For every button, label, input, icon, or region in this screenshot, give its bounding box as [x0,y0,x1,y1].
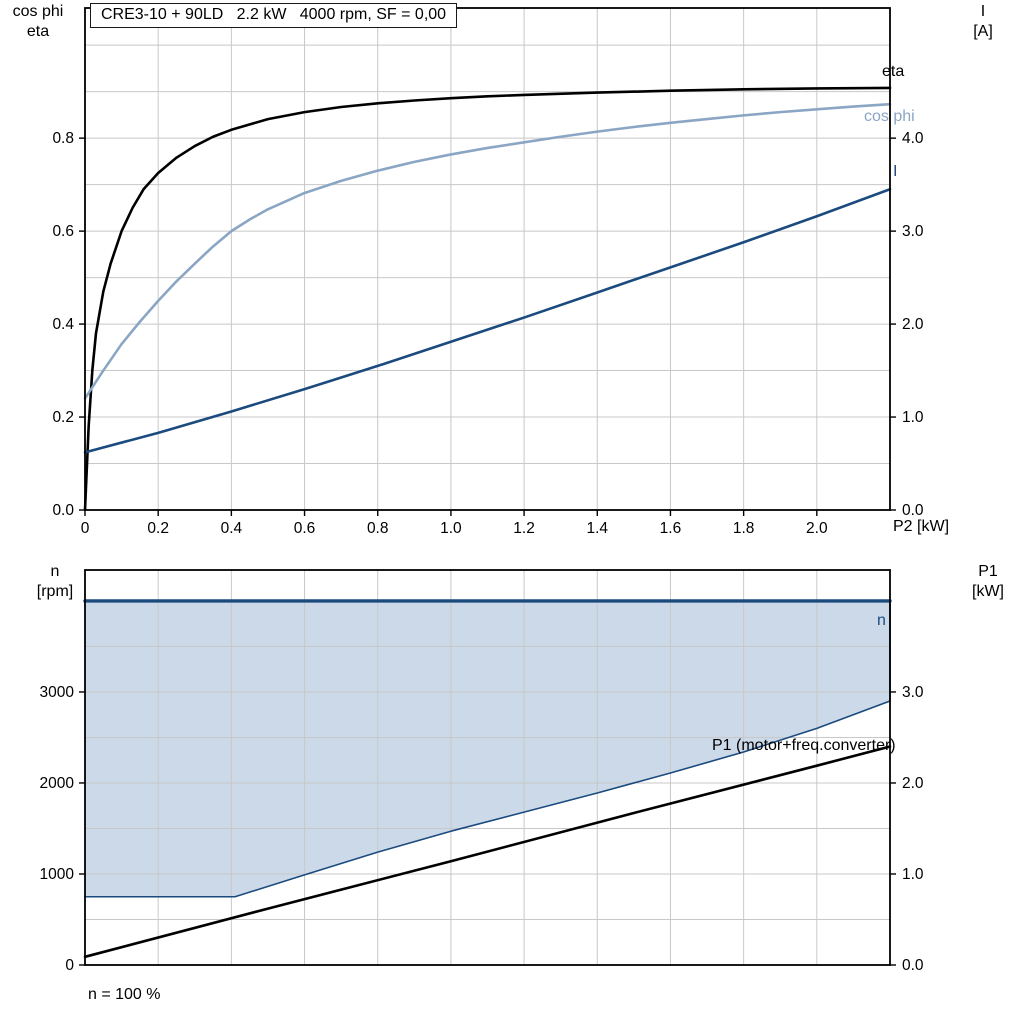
x-tick-label: 2.0 [806,520,828,537]
right-tick-label: 3.0 [902,684,924,701]
x-tick-label: 0 [81,520,90,537]
n-curve-label: n [877,612,886,629]
right-tick-label: 4.0 [902,130,924,147]
x-tick-label: 0.8 [367,520,389,537]
right-tick-label: 2.0 [902,316,924,333]
series-speed-range-lower [84,600,891,898]
x-tick-label: 0.2 [147,520,169,537]
x-tick-label: 0.6 [294,520,316,537]
left-tick-label: 0.8 [52,130,74,147]
left-tick-label: 0.2 [52,409,74,426]
chart-title-box: CRE3-10 + 90LD 2.2 kW 4000 rpm, SF = 0,0… [90,3,458,28]
right-axis-title-current: I [980,3,986,20]
x-tick-label: 1.0 [440,520,462,537]
right-axis-title-p1: P1 [978,563,998,580]
x-tick-label: 1.6 [660,520,682,537]
series-i [83,187,892,454]
bottom-chart-right-axis-title: P1 [kW] [958,562,1018,602]
right-tick-label: 1.0 [902,409,924,426]
plot-frame [84,7,891,511]
right-tick-label: 3.0 [902,223,924,240]
left-axis-title-cos-phi: cos phi [12,3,64,20]
left-tick-label: 3000 [40,684,75,701]
p1-curve-label: P1 (motor+freq.converter) [712,737,896,754]
current-curve-label: I [893,163,898,180]
right-tick-label: 0.0 [902,502,924,519]
right-tick-label: 0.0 [902,957,924,974]
right-tick-label: 2.0 [902,775,924,792]
left-axis-title-eta: eta [26,23,50,40]
series-p1-motor-freq-converter- [83,745,892,959]
left-tick-label: 0.6 [52,223,74,240]
x-tick-label: 0.4 [221,520,243,537]
x-tick-label: 1.2 [513,520,535,537]
speed-footnote: n = 100 % [88,986,161,1003]
left-tick-label: 1000 [40,866,75,883]
cos-phi-curve-label: cos phi [864,108,915,125]
bottom-chart-left-axis-title: n [rpm] [26,562,84,602]
left-tick-label: 2000 [40,775,75,792]
series-cos-phi [83,102,892,400]
plot-frame [84,569,891,966]
top-chart-right-axis-title: I [A] [954,2,1012,42]
right-tick-label: 1.0 [902,866,924,883]
top-chart-left-axis-title: cos phi eta [6,2,70,42]
x-axis-label-p2: P2 [kW] [893,518,950,535]
speed-range-area [85,600,890,897]
x-tick-label: 1.4 [586,520,608,537]
right-axis-title-kw-unit: [kW] [972,583,1004,600]
right-axis-title-amps-unit: [A] [973,23,993,40]
left-tick-label: 0.4 [52,316,74,333]
eta-curve-label: eta [882,63,905,80]
x-tick-label: 1.8 [733,520,755,537]
left-tick-label: 0 [65,957,74,974]
series-eta [83,86,892,512]
left-axis-title-n: n [50,563,60,580]
left-axis-title-rpm-unit: [rpm] [36,583,74,600]
left-tick-label: 0.0 [52,502,74,519]
